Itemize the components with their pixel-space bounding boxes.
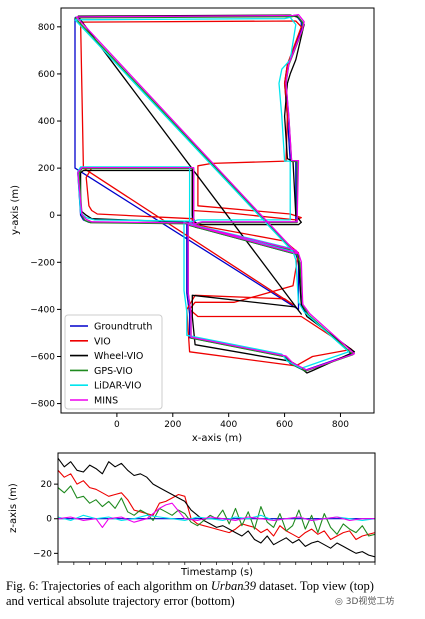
y-tick-label: 20 <box>41 480 53 490</box>
legend-label-groundtruth: Groundtruth <box>94 322 152 333</box>
y-tick-label: 400 <box>38 117 55 127</box>
y-tick-label: 800 <box>38 23 55 33</box>
top-x-axis-label: x-axis (m) <box>192 433 242 444</box>
caption-line2: and vertical absolute trajectory error (… <box>6 594 235 608</box>
bottom-plot-frame <box>57 452 376 563</box>
x-tick-label: 200 <box>164 420 181 430</box>
legend-label-vio: VIO <box>94 336 111 347</box>
caption-dataset: Urban39 <box>210 579 256 593</box>
y-tick-label: 200 <box>38 164 55 174</box>
bottom-x-axis-label: Timestamp (s) <box>180 567 253 578</box>
y-tick-label: −600 <box>30 352 55 362</box>
top-y-ticks: −800 −600 −400 −200 0 200 400 600 800 <box>30 23 61 410</box>
x-tick-label: 400 <box>220 420 237 430</box>
y-tick-label: −400 <box>30 305 55 315</box>
figure-caption: Fig. 6: Trajectories of each algorithm o… <box>6 579 418 609</box>
legend-label-lidar-vio: LiDAR-VIO <box>94 381 141 392</box>
legend: Groundtruth VIO Wheel-VIO GPS-VIO LiDAR-VIO M… <box>64 314 163 410</box>
top-x-ticks: 0 200 400 600 800 <box>114 413 349 430</box>
watermark: ◎ 3D视觉工坊 <box>335 594 394 607</box>
bottom-y-axis-label: z-axis (m) <box>8 483 19 533</box>
watermark-text: 3D视觉工坊 <box>345 597 395 607</box>
series-line-mins <box>58 502 375 528</box>
series-line-wheel-vio <box>58 457 375 558</box>
series-line-lidar-vio <box>74 16 350 369</box>
series-line-vio <box>58 469 375 541</box>
y-tick-label: −20 <box>33 549 52 559</box>
figure-canvas: 0 200 400 600 800 −800−600−400−2000200400600… <box>8 7 376 578</box>
legend-box <box>64 314 163 410</box>
vertical-error-plot: −20 0 20 Timestamp (s) z-axis (m) <box>8 452 376 578</box>
x-tick-label: 0 <box>114 420 120 430</box>
bottom-x-ticks <box>57 562 376 565</box>
top-plot-frame <box>60 7 375 414</box>
watermark-logo-icon: ◎ <box>335 597 346 607</box>
y-tick-label: 0 <box>49 211 55 221</box>
legend-label-wheel-vio: Wheel-VIO <box>94 351 143 362</box>
series-line-gps-vio <box>58 485 375 537</box>
caption-line1-suffix: dataset. Top view (top) <box>255 579 374 593</box>
legend-label-mins: MINS <box>94 396 118 407</box>
bottom-y-ticks: −20 0 20 <box>33 480 58 559</box>
y-tick-label: 0 <box>46 515 52 525</box>
series-line-mins <box>75 13 356 371</box>
caption-prefix: Fig. 6: Trajectories of each algorithm o… <box>6 579 211 593</box>
top-view-plot: 0 200 400 600 800 −800 −600 −400 −200 0 200 400 600… <box>10 7 375 444</box>
x-tick-label: 800 <box>332 420 349 430</box>
y-tick-label: 600 <box>38 70 55 80</box>
y-tick-label: −200 <box>30 258 55 268</box>
legend-label-gps-vio: GPS-VIO <box>94 366 133 377</box>
vertical-error-series-group <box>58 457 375 558</box>
series-line-vio <box>79 20 353 367</box>
y-tick-label: −800 <box>30 400 55 410</box>
top-y-axis-label: y-axis (m) <box>10 185 21 235</box>
x-tick-label: 600 <box>276 420 293 430</box>
top-view-series-group <box>74 13 356 374</box>
